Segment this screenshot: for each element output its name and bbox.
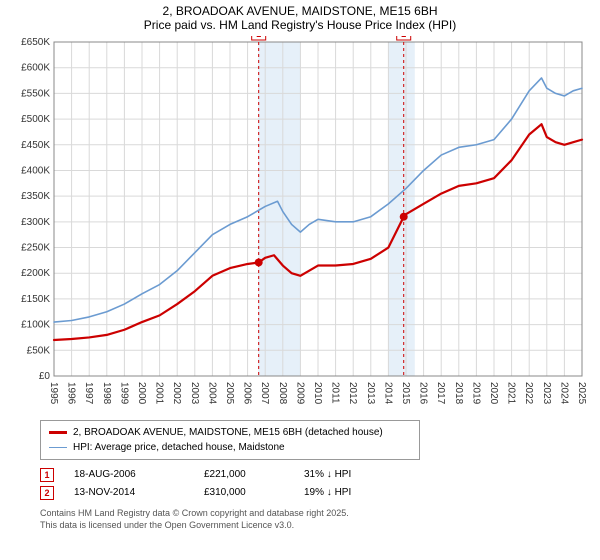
svg-text:2025: 2025 bbox=[576, 382, 587, 405]
svg-text:2001: 2001 bbox=[154, 382, 165, 405]
svg-text:2009: 2009 bbox=[294, 382, 305, 405]
svg-text:2: 2 bbox=[401, 36, 406, 39]
legend: 2, BROADOAK AVENUE, MAIDSTONE, ME15 6BH … bbox=[40, 420, 420, 460]
svg-text:2017: 2017 bbox=[435, 382, 446, 405]
svg-text:2012: 2012 bbox=[347, 382, 358, 405]
attribution: Contains HM Land Registry data © Crown c… bbox=[40, 508, 590, 531]
svg-text:1996: 1996 bbox=[66, 382, 77, 405]
title-line-2: Price paid vs. HM Land Registry's House … bbox=[0, 18, 600, 32]
legend-row: 2, BROADOAK AVENUE, MAIDSTONE, ME15 6BH … bbox=[49, 425, 411, 440]
svg-text:2014: 2014 bbox=[382, 382, 393, 405]
marker-badge: 1 bbox=[40, 468, 54, 482]
svg-text:£450K: £450K bbox=[21, 140, 50, 151]
svg-text:1999: 1999 bbox=[118, 382, 129, 405]
svg-text:2019: 2019 bbox=[470, 382, 481, 405]
svg-text:1: 1 bbox=[256, 36, 261, 39]
svg-text:2024: 2024 bbox=[558, 382, 569, 405]
legend-swatch bbox=[49, 431, 67, 433]
chart-area: £0 £50K £100K £150K £200K £250K £300K £350K £400… bbox=[10, 36, 590, 416]
svg-text:£50K: £50K bbox=[27, 345, 51, 356]
svg-text:1995: 1995 bbox=[48, 382, 59, 405]
legend-row: HPI: Average price, detached house, Maid… bbox=[49, 440, 411, 455]
svg-text:£650K: £650K bbox=[21, 37, 50, 48]
svg-text:£550K: £550K bbox=[21, 88, 50, 99]
svg-text:£100K: £100K bbox=[21, 320, 50, 331]
svg-text:£400K: £400K bbox=[21, 165, 50, 176]
marker-row: 2 13-NOV-2014 £310,000 19% ↓ HPI bbox=[40, 484, 590, 502]
marker-price: £221,000 bbox=[204, 466, 284, 484]
svg-text:2008: 2008 bbox=[277, 382, 288, 405]
svg-text:2023: 2023 bbox=[541, 382, 552, 405]
marker-table: 1 18-AUG-2006 £221,000 31% ↓ HPI 2 13-NOV-201… bbox=[40, 466, 590, 502]
legend-swatch bbox=[49, 447, 67, 449]
svg-text:2011: 2011 bbox=[330, 382, 341, 404]
marker-date: 13-NOV-2014 bbox=[74, 484, 184, 502]
svg-text:£300K: £300K bbox=[21, 217, 50, 228]
svg-text:2018: 2018 bbox=[453, 382, 464, 405]
svg-text:2004: 2004 bbox=[206, 382, 217, 405]
legend-label: 2, BROADOAK AVENUE, MAIDSTONE, ME15 6BH … bbox=[73, 425, 383, 440]
marker-badge: 2 bbox=[40, 486, 54, 500]
svg-text:2007: 2007 bbox=[259, 382, 270, 405]
legend-label: HPI: Average price, detached house, Maid… bbox=[73, 440, 285, 455]
marker-price: £310,000 bbox=[204, 484, 284, 502]
svg-text:2010: 2010 bbox=[312, 382, 323, 405]
svg-text:£250K: £250K bbox=[21, 243, 50, 254]
svg-text:£200K: £200K bbox=[21, 268, 50, 279]
svg-text:2015: 2015 bbox=[400, 382, 411, 405]
svg-text:2003: 2003 bbox=[189, 382, 200, 405]
svg-text:2006: 2006 bbox=[242, 382, 253, 405]
chart-svg: £0 £50K £100K £150K £200K £250K £300K £350K £400… bbox=[10, 36, 590, 416]
svg-text:£600K: £600K bbox=[21, 63, 50, 74]
marker-row: 1 18-AUG-2006 £221,000 31% ↓ HPI bbox=[40, 466, 590, 484]
marker-date: 18-AUG-2006 bbox=[74, 466, 184, 484]
svg-text:£150K: £150K bbox=[21, 294, 50, 305]
svg-text:1997: 1997 bbox=[83, 382, 94, 405]
svg-text:£350K: £350K bbox=[21, 191, 50, 202]
marker-hpi: 19% ↓ HPI bbox=[304, 484, 394, 502]
title-line-1: 2, BROADOAK AVENUE, MAIDSTONE, ME15 6BH bbox=[0, 4, 600, 18]
marker-hpi: 31% ↓ HPI bbox=[304, 466, 394, 484]
attribution-line-2: This data is licensed under the Open Gov… bbox=[40, 520, 590, 532]
svg-text:2020: 2020 bbox=[488, 382, 499, 405]
attribution-line-1: Contains HM Land Registry data © Crown c… bbox=[40, 508, 590, 520]
svg-text:1998: 1998 bbox=[101, 382, 112, 405]
svg-text:2005: 2005 bbox=[224, 382, 235, 405]
svg-text:£500K: £500K bbox=[21, 114, 50, 125]
svg-text:2021: 2021 bbox=[506, 382, 517, 405]
svg-text:2013: 2013 bbox=[365, 382, 376, 405]
svg-text:2002: 2002 bbox=[171, 382, 182, 405]
svg-text:£0: £0 bbox=[39, 371, 51, 382]
svg-text:2022: 2022 bbox=[523, 382, 534, 405]
chart-title-block: 2, BROADOAK AVENUE, MAIDSTONE, ME15 6BH … bbox=[0, 0, 600, 32]
svg-text:2016: 2016 bbox=[418, 382, 429, 405]
svg-text:2000: 2000 bbox=[136, 382, 147, 405]
